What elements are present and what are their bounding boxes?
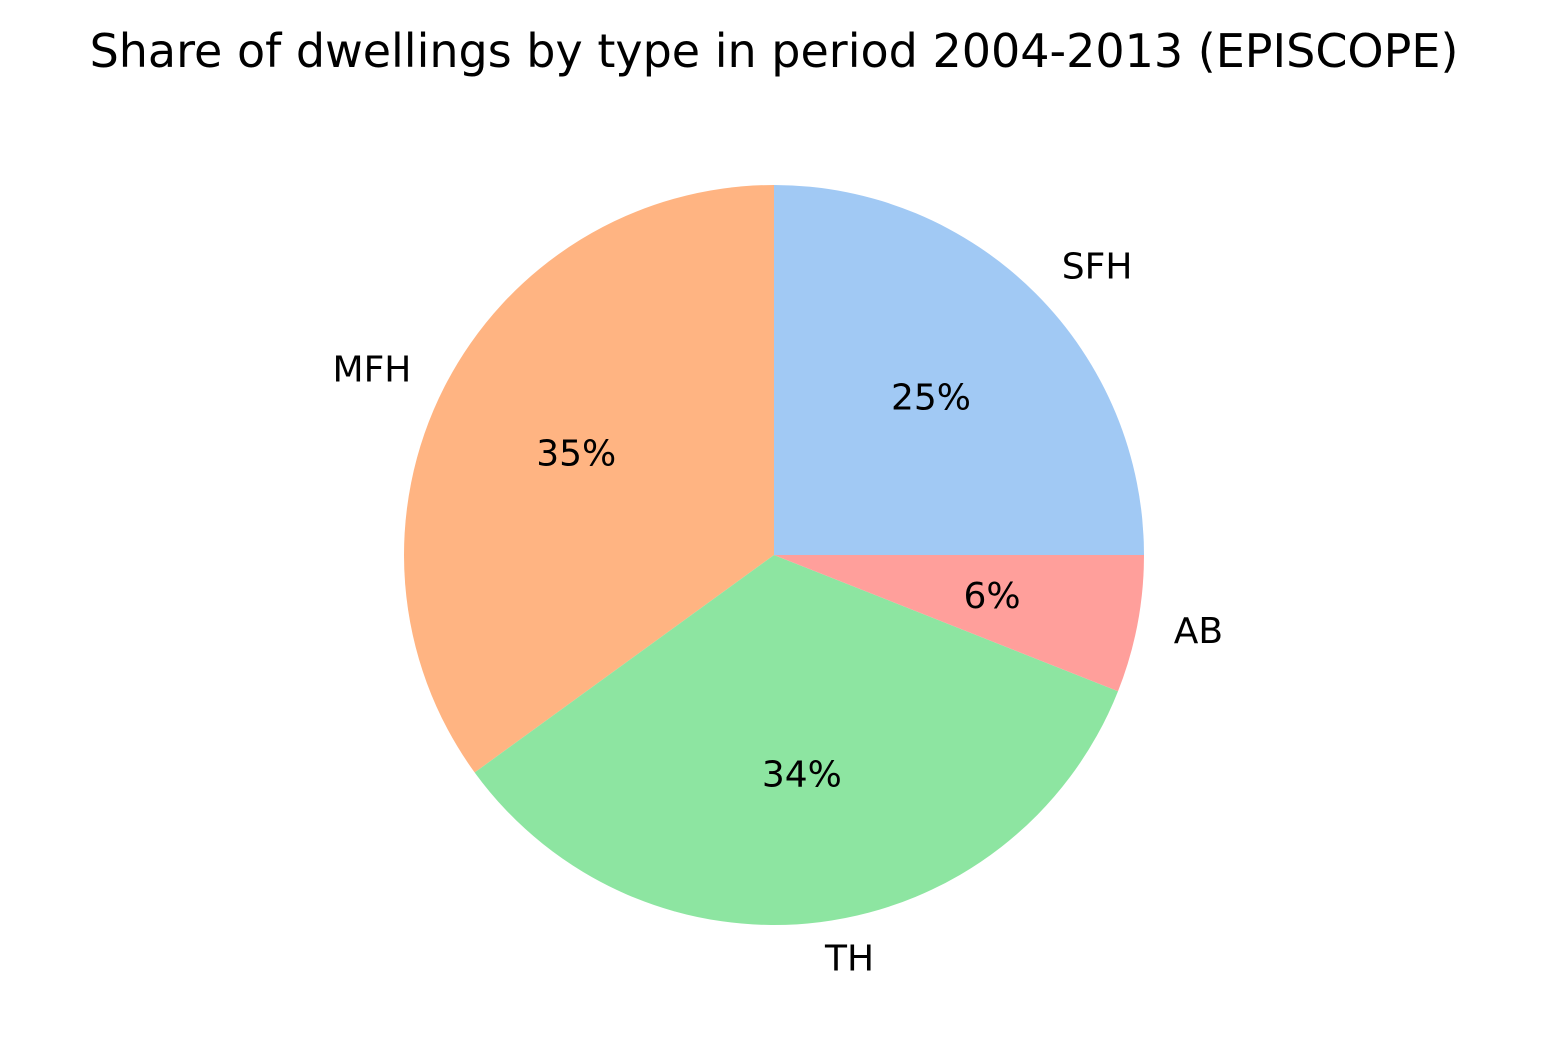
slice-percent-sfh: 25% [891,378,971,419]
pie-slice-mfh [403,185,774,773]
pie-slice-ab [774,555,1144,692]
pie-labels: SFH 25% MFH 35% TH 34% AB 6% [333,247,1224,980]
slice-label-sfh: SFH [1062,247,1133,288]
pie-slice-th [474,555,1119,925]
slice-label-th: TH [824,938,874,979]
slice-label-ab: AB [1174,611,1223,652]
pie-slice-sfh [774,185,1144,555]
pie-slices [403,185,1144,925]
slice-percent-mfh: 35% [536,434,616,475]
slice-percent-ab: 6% [964,576,1021,617]
slice-percent-th: 34% [762,755,842,796]
slice-label-mfh: MFH [333,350,412,391]
chart-title: Share of dwellings by type in period 200… [89,24,1459,78]
